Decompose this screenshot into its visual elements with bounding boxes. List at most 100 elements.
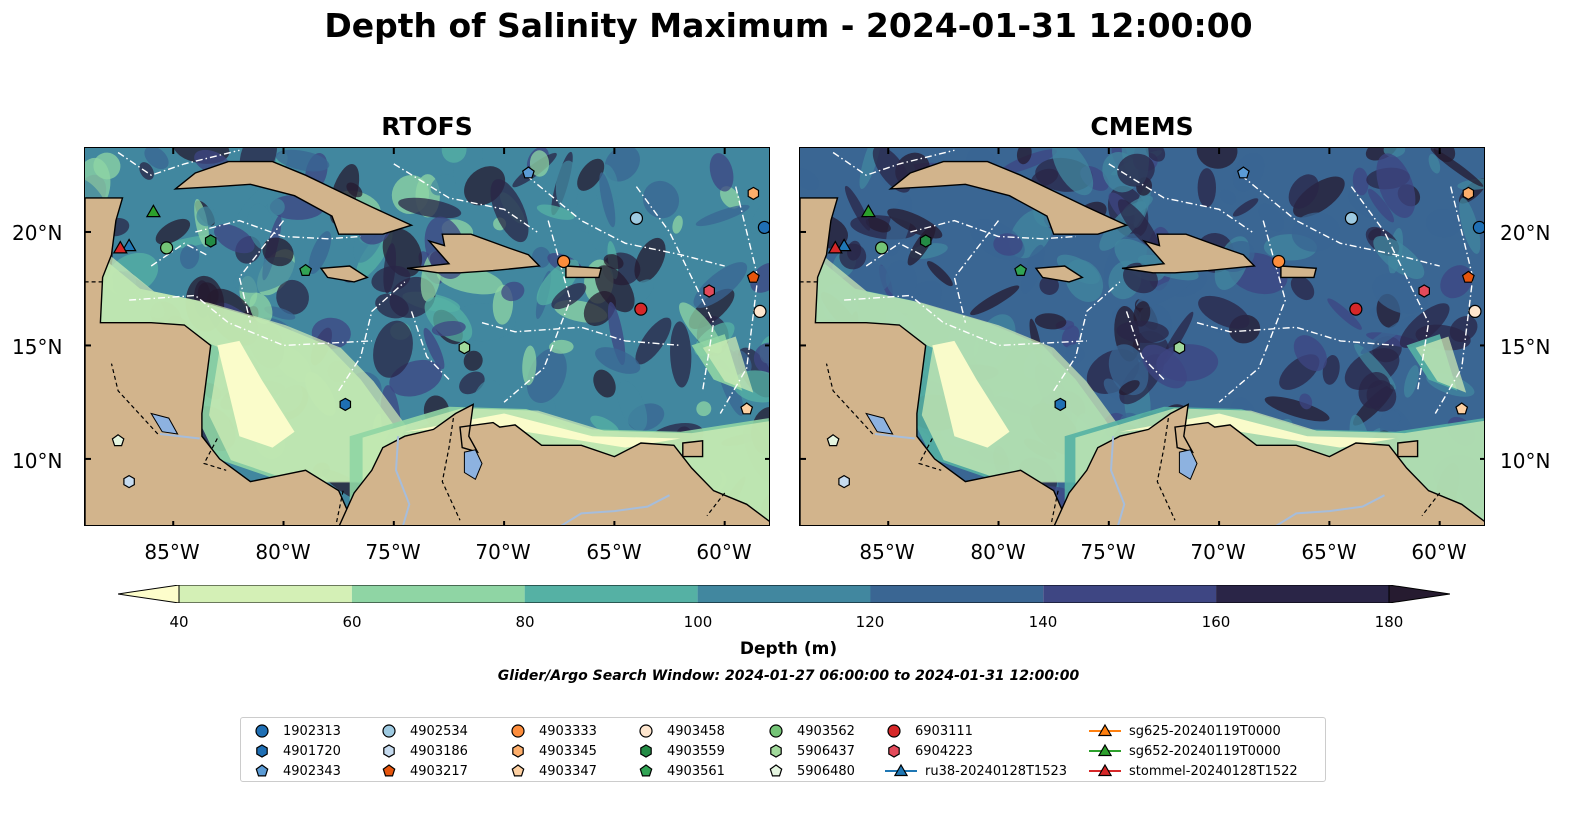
land-hispaniola — [1121, 233, 1256, 274]
legend-marker-triangle — [1097, 743, 1113, 757]
legend-item: 6904223 — [885, 742, 973, 760]
y-tick-label-left: 10°N — [12, 449, 63, 473]
glider-sg652 — [145, 204, 161, 218]
argo-float-4903345 — [747, 186, 760, 201]
map-cmems[interactable] — [799, 147, 1485, 526]
eez-line — [1434, 186, 1474, 414]
legend-item: sg652-20240119T0000 — [1089, 742, 1281, 760]
eez-line — [832, 149, 955, 176]
figure-title: Depth of Salinity Maximum - 2024-01-31 1… — [324, 6, 1253, 45]
lake-maracaibo — [463, 449, 483, 481]
country-border — [1156, 418, 1176, 521]
legend-label: 4903347 — [539, 763, 597, 779]
legend-marker-circle — [255, 724, 269, 738]
legend-item: sg625-20240119T0000 — [1089, 722, 1281, 740]
x-tick-label: 70°W — [1190, 540, 1246, 564]
colorbar-tick: 60 — [342, 613, 362, 631]
y-tick-label-right: 15°N — [1500, 335, 1551, 359]
legend-label: 1902313 — [283, 723, 341, 739]
land-jamaica — [1034, 265, 1084, 283]
legend-label: ru38-20240128T1523 — [925, 763, 1068, 779]
argo-float-4903217 — [746, 270, 760, 283]
eez-line — [117, 149, 240, 176]
eez-line — [844, 294, 1087, 347]
eez-line — [1108, 163, 1253, 233]
argo-float-4903458 — [1468, 304, 1482, 319]
argo-float-4903458 — [753, 304, 767, 319]
eez-line — [1125, 311, 1165, 380]
legend: 1902313 4901720 4902343 4902534 4903186 49032… — [240, 717, 1326, 782]
legend-item: 4903347 — [509, 762, 597, 780]
legend-item: 4903559 — [637, 742, 725, 760]
panel-title-cmems: CMEMS — [1090, 112, 1194, 141]
argo-float-1902313 — [757, 220, 769, 235]
argo-float-4903347 — [1455, 402, 1469, 415]
eez-line — [150, 242, 207, 267]
colorbar-segment — [1216, 585, 1389, 603]
country-border — [1050, 490, 1059, 523]
legend-marker-hexagon — [512, 744, 524, 758]
legend-label: sg625-20240119T0000 — [1129, 723, 1281, 739]
argo-float-4902343 — [521, 166, 535, 179]
panel-title-rtofs: RTOFS — [381, 112, 473, 141]
legend-label: 4903559 — [667, 743, 725, 759]
x-tick-label: 85°W — [859, 540, 915, 564]
colorbar-segment — [179, 585, 352, 603]
eez-line — [525, 174, 725, 267]
argo-float-4903333 — [1272, 254, 1286, 269]
eez-line — [1053, 281, 1121, 392]
x-tick-label: 70°W — [475, 540, 531, 564]
legend-label: 6904223 — [915, 743, 973, 759]
argo-float-5906480 — [111, 434, 125, 447]
country-border — [825, 363, 874, 435]
argo-float-4903217 — [1461, 270, 1475, 283]
legend-label: stommel-20240128T1522 — [1129, 763, 1298, 779]
legend-item: 4903561 — [637, 762, 725, 780]
legend-item: 6903111 — [885, 722, 973, 740]
colorbar-segment — [870, 585, 1044, 603]
argo-float-4903559 — [919, 234, 932, 248]
colorbar-tick: 80 — [515, 613, 535, 631]
legend-marker-pentagon — [382, 764, 396, 777]
argo-float-6904223 — [703, 284, 716, 298]
land-south-america — [338, 403, 769, 525]
legend-label: 4902343 — [283, 763, 341, 779]
argo-float-4903345 — [1462, 186, 1475, 201]
lake-maracaibo — [1178, 449, 1198, 481]
lake-nicaragua — [150, 412, 179, 435]
country-border — [918, 438, 942, 471]
legend-label: 4903217 — [410, 763, 468, 779]
map-rtofs[interactable] — [84, 147, 770, 526]
river — [874, 433, 915, 440]
land — [85, 160, 769, 525]
argo-float-4901720 — [339, 397, 352, 412]
eez-line — [129, 294, 372, 347]
x-tick-label: 65°W — [586, 540, 642, 564]
legend-label: 5906480 — [797, 763, 855, 779]
legend-label: 4903186 — [410, 743, 468, 759]
glider-ru38 — [121, 238, 137, 252]
land-jamaica — [319, 265, 369, 283]
eez-line — [195, 219, 361, 240]
argo-float-4903559 — [204, 234, 217, 248]
legend-item: ru38-20240128T1523 — [885, 762, 1067, 780]
legend-marker-hexagon — [770, 744, 782, 758]
argo-float-4903186 — [123, 474, 135, 489]
x-tick-label: 85°W — [144, 540, 200, 564]
x-tick-label: 60°W — [1411, 540, 1467, 564]
eez-line — [481, 322, 681, 347]
colorbar-tick: 40 — [169, 613, 189, 631]
river — [159, 433, 200, 440]
eez-line — [1350, 186, 1430, 391]
x-tick-label: 75°W — [1080, 540, 1136, 564]
argo-float-4902534 — [1344, 211, 1359, 225]
land-trinidad — [1397, 440, 1419, 458]
y-tick-label-right: 10°N — [1500, 449, 1551, 473]
land-puerto-rico — [565, 265, 603, 279]
legend-marker-pentagon — [511, 764, 525, 777]
glider-stommel — [827, 240, 843, 254]
legend-label: 4903562 — [797, 723, 855, 739]
country-border — [335, 490, 344, 523]
legend-marker-circle — [511, 724, 525, 738]
legend-item: 5906480 — [767, 762, 855, 780]
